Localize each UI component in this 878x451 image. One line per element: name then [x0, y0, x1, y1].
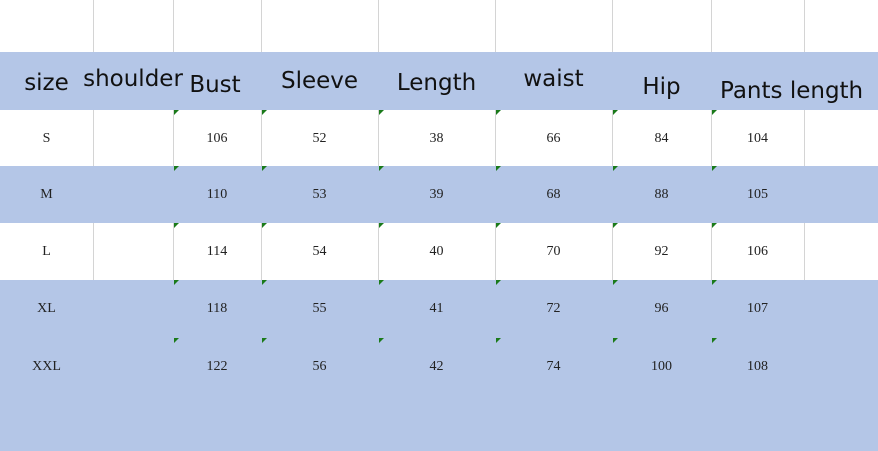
cell-size: XL	[37, 300, 56, 316]
number-as-text-marker	[379, 166, 384, 171]
header-shoulder: shoulder	[83, 66, 183, 92]
cell-size: S	[42, 130, 51, 146]
gridline	[261, 0, 262, 451]
cell-pants: 104	[747, 130, 768, 146]
cell-waist: 70	[546, 243, 561, 259]
cell-waist: 74	[546, 358, 561, 374]
cell-pants: 106	[747, 243, 768, 259]
number-as-text-marker	[262, 166, 267, 171]
header-pants-length: Pants length	[720, 78, 864, 104]
cell-shoulder	[93, 110, 173, 167]
header-waist: waist	[523, 66, 584, 92]
cell-shoulder	[93, 280, 173, 337]
cell-length: 42	[429, 358, 444, 374]
header-length: Length	[396, 70, 477, 96]
cell-shoulder	[93, 338, 173, 395]
cell-length: 40	[429, 243, 444, 259]
cell-size: M	[40, 186, 53, 202]
row-band	[0, 166, 878, 223]
header-sleeve: Sleeve	[280, 68, 359, 94]
cell-sleeve: 55	[312, 300, 327, 316]
number-as-text-marker	[613, 166, 618, 171]
gridline	[378, 0, 379, 451]
cell-sleeve: 53	[312, 186, 327, 202]
cell-shoulder	[93, 166, 173, 223]
header-bust: Bust	[189, 72, 241, 98]
header-hip: Hip	[642, 74, 681, 100]
row-band	[0, 280, 878, 451]
gridline	[612, 0, 613, 451]
number-as-text-marker	[174, 280, 179, 285]
cell-pants: 105	[747, 186, 768, 202]
number-as-text-marker	[712, 223, 717, 228]
gridline	[495, 0, 496, 451]
cell-size: XXL	[32, 358, 61, 374]
number-as-text-marker	[379, 110, 384, 115]
row-band	[0, 52, 878, 110]
number-as-text-marker	[262, 280, 267, 285]
cell-length: 39	[429, 186, 444, 202]
header-size: size	[24, 70, 69, 96]
gridline	[711, 0, 712, 451]
cell-sleeve: 56	[312, 358, 327, 374]
cell-bust: 122	[206, 358, 228, 374]
cell-hip: 96	[654, 300, 669, 316]
cell-waist: 66	[546, 130, 561, 146]
cell-sleeve: 54	[312, 243, 327, 259]
number-as-text-marker	[613, 338, 618, 343]
cell-hip: 84	[654, 130, 669, 146]
number-as-text-marker	[262, 110, 267, 115]
cell-hip: 100	[651, 358, 672, 374]
cell-pants: 107	[747, 300, 768, 316]
number-as-text-marker	[262, 223, 267, 228]
number-as-text-marker	[174, 223, 179, 228]
cell-shoulder	[93, 223, 173, 280]
number-as-text-marker	[712, 110, 717, 115]
number-as-text-marker	[262, 338, 267, 343]
number-as-text-marker	[613, 280, 618, 285]
number-as-text-marker	[174, 338, 179, 343]
gridline	[93, 0, 94, 451]
cell-pants: 108	[747, 358, 768, 374]
cell-bust: 106	[206, 130, 228, 146]
number-as-text-marker	[712, 338, 717, 343]
cell-hip: 92	[654, 243, 669, 259]
number-as-text-marker	[496, 280, 501, 285]
number-as-text-marker	[613, 110, 618, 115]
cell-sleeve: 52	[312, 130, 327, 146]
cell-waist: 68	[546, 186, 561, 202]
number-as-text-marker	[174, 110, 179, 115]
number-as-text-marker	[496, 166, 501, 171]
number-as-text-marker	[496, 223, 501, 228]
cell-length: 38	[429, 130, 444, 146]
number-as-text-marker	[712, 166, 717, 171]
cell-length: 41	[429, 300, 444, 316]
cell-bust: 110	[206, 186, 228, 202]
number-as-text-marker	[496, 338, 501, 343]
cell-bust: 114	[206, 243, 228, 259]
number-as-text-marker	[379, 338, 384, 343]
cell-hip: 88	[654, 186, 669, 202]
cell-size: L	[42, 243, 51, 259]
number-as-text-marker	[174, 166, 179, 171]
gridline	[173, 0, 174, 451]
number-as-text-marker	[379, 223, 384, 228]
number-as-text-marker	[496, 110, 501, 115]
number-as-text-marker	[379, 280, 384, 285]
cell-waist: 72	[546, 300, 561, 316]
cell-bust: 118	[206, 300, 228, 316]
number-as-text-marker	[613, 223, 618, 228]
gridline	[804, 0, 805, 451]
number-as-text-marker	[712, 280, 717, 285]
